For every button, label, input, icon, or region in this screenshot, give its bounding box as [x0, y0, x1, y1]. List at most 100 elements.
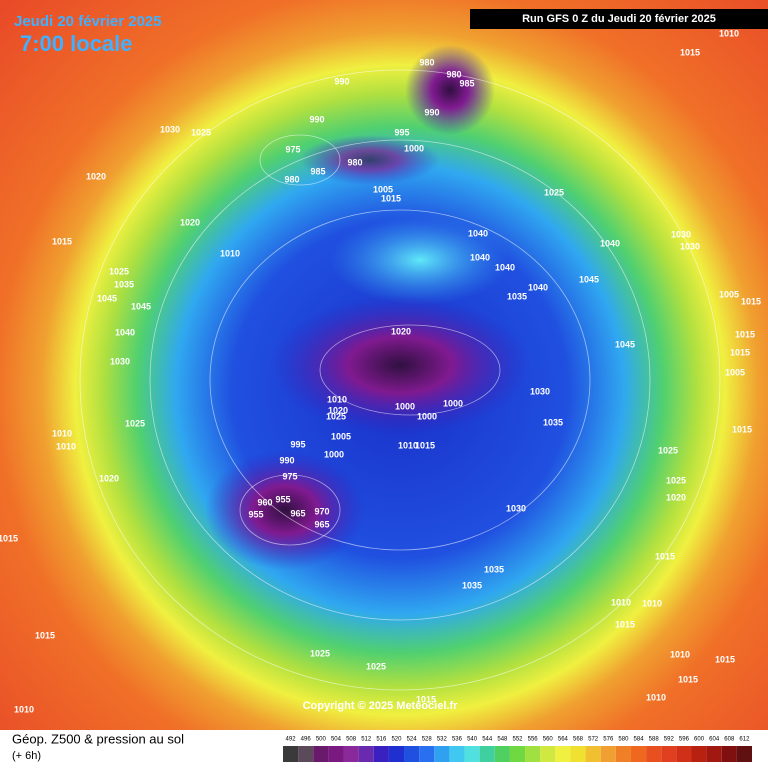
pressure-label: 1020: [99, 473, 119, 483]
pressure-label: 995: [290, 439, 305, 449]
pressure-label: 1035: [462, 580, 482, 590]
pressure-label: 1035: [507, 291, 527, 301]
pressure-label: 1035: [543, 417, 563, 427]
pressure-label: 1010: [56, 441, 76, 451]
footer-title: Géop. Z500 & pression au sol: [12, 731, 184, 746]
legend-swatch: [419, 746, 435, 762]
pressure-label: 1000: [417, 411, 437, 421]
legend-swatch: [540, 746, 556, 762]
pressure-label: 1015: [730, 347, 750, 357]
pressure-label: 1015: [0, 533, 18, 543]
pressure-label: 1010: [327, 394, 347, 404]
legend-label: 500: [316, 737, 327, 743]
copyright: Copyright © 2025 Meteociel.fr: [303, 700, 459, 712]
pressure-label: 1015: [35, 630, 55, 640]
legend-label: 612: [739, 737, 750, 743]
pressure-label: 965: [290, 508, 305, 518]
pressure-label: 1015: [680, 47, 700, 57]
pressure-label: 1015: [735, 329, 755, 339]
pressure-label: 1005: [331, 431, 351, 441]
pressure-label: 1015: [615, 619, 635, 629]
pressure-label: 1040: [470, 252, 490, 262]
pressure-label: 1040: [468, 228, 488, 238]
pressure-label: 975: [282, 471, 297, 481]
pressure-label: 1025: [658, 445, 678, 455]
legend-swatch: [464, 746, 480, 762]
pressure-label: 1030: [506, 503, 526, 513]
legend-label: 596: [679, 737, 690, 743]
legend-label: 560: [543, 737, 554, 743]
pressure-label: 1000: [443, 398, 463, 408]
legend-label: 524: [407, 737, 418, 743]
pressure-label: 1045: [579, 274, 599, 284]
pressure-label: 1010: [52, 428, 72, 438]
legend-label: 528: [422, 737, 433, 743]
pressure-label: 1035: [114, 279, 134, 289]
pressure-label: 1015: [381, 193, 401, 203]
legend-label: 496: [301, 737, 312, 743]
pressure-label: 970: [314, 506, 329, 516]
pressure-label: 1005: [373, 184, 393, 194]
legend-swatch: [706, 746, 722, 762]
pressure-label: 1025: [109, 266, 129, 276]
pressure-label: 985: [310, 166, 325, 176]
pressure-label: 1040: [528, 282, 548, 292]
legend-label: 580: [618, 737, 629, 743]
pressure-label: 965: [314, 519, 329, 529]
pressure-label: 980: [446, 69, 461, 79]
pressure-label: 1030: [680, 241, 700, 251]
legend-swatch: [721, 746, 737, 762]
pressure-label: 955: [248, 509, 263, 519]
isobars: [79, 69, 721, 691]
pressure-label: 1020: [666, 492, 686, 502]
pressure-label: 1000: [404, 143, 424, 153]
legend-label: 564: [558, 737, 569, 743]
pressure-label: 1025: [544, 187, 564, 197]
pressure-label: 960: [257, 497, 272, 507]
pressure-label: 1015: [715, 654, 735, 664]
legend-swatch: [570, 746, 586, 762]
pressure-label: 1000: [395, 401, 415, 411]
legend-label: 544: [482, 737, 493, 743]
legend-label: 604: [709, 737, 720, 743]
legend-swatch: [691, 746, 707, 762]
pressure-label: 1040: [115, 327, 135, 337]
legend-label: 508: [346, 737, 357, 743]
time: 7:00 locale: [20, 31, 133, 56]
pressure-label: 955: [275, 494, 290, 504]
legend-label: 568: [573, 737, 584, 743]
pressure-label: 1040: [495, 262, 515, 272]
pressure-label: 1045: [97, 293, 117, 303]
pressure-label: 985: [459, 78, 474, 88]
legend-swatch: [313, 746, 329, 762]
legend-swatch: [646, 746, 662, 762]
legend-swatch: [676, 746, 692, 762]
legend-label: 492: [286, 737, 297, 743]
pressure-label: 1015: [655, 551, 675, 561]
pressure-label: 1015: [52, 236, 72, 246]
pressure-label: 1025: [191, 127, 211, 137]
legend-swatch: [358, 746, 374, 762]
legend-swatch: [298, 746, 314, 762]
low-area: [270, 295, 530, 435]
legend-swatch: [630, 746, 647, 762]
low-area: [205, 450, 365, 570]
legend-swatch: [328, 746, 344, 762]
legend-swatch: [509, 746, 526, 762]
pressure-label: 1015: [415, 440, 435, 450]
pressure-label: 1010: [670, 649, 690, 659]
legend-label: 520: [391, 737, 402, 743]
legend-swatch: [555, 746, 571, 762]
pressure-label: 990: [309, 114, 324, 124]
legend-swatch: [615, 746, 631, 762]
run-box: [470, 9, 768, 29]
pressure-label: 1020: [391, 326, 411, 336]
legend-swatch: [661, 746, 677, 762]
legend-swatch: [600, 746, 616, 762]
run-info: Run GFS 0 Z du Jeudi 20 février 2025: [522, 13, 716, 25]
pressure-label: 1025: [326, 411, 346, 421]
legend-swatch: [449, 746, 465, 762]
pressure-label: 1020: [328, 405, 348, 415]
legend-label: 516: [376, 737, 387, 743]
pressure-label: 1010: [719, 28, 739, 38]
